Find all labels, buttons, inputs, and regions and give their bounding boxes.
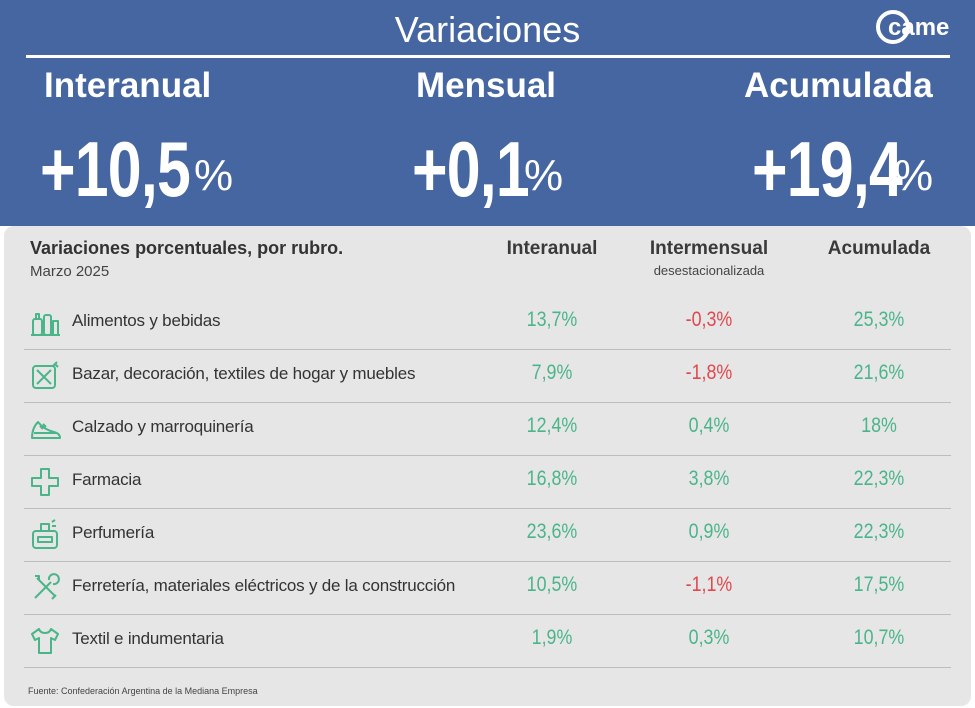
- stat-number: +0,1: [412, 125, 530, 213]
- cell-intermensual: 3,8%: [688, 467, 730, 490]
- logo-lettering: came: [888, 14, 949, 41]
- cell-acumulada: 22,3%: [853, 520, 905, 543]
- stat-interanual: Interanual: [44, 64, 211, 108]
- row-label: Calzado y marroquinería: [72, 417, 254, 436]
- row-divider: [24, 667, 951, 668]
- pharmacy-cross-icon: [31, 468, 59, 496]
- source-note: Fuente: Confederación Argentina de la Me…: [28, 686, 258, 696]
- stat-label: Interanual: [44, 66, 212, 105]
- header-divider: [26, 55, 950, 58]
- tshirt-icon: [31, 628, 59, 654]
- column-header-acumulada: Acumulada: [827, 238, 931, 259]
- stat-mensual: Mensual: [416, 64, 556, 108]
- row-divider: [24, 455, 951, 456]
- shoe-icon: [31, 421, 61, 439]
- cell-acumulada: 10,7%: [853, 626, 905, 649]
- cell-acumulada: 18%: [861, 414, 897, 437]
- table-row: Calzado y marroquinería 12,4% 0,4% 18%: [24, 402, 951, 456]
- stat-label: Mensual: [416, 66, 557, 105]
- cell-intermensual: 0,4%: [688, 414, 730, 437]
- cell-interanual: 23,6%: [526, 520, 578, 543]
- cell-acumulada: 21,6%: [853, 361, 905, 384]
- column-header-intermensual: Intermensual: [649, 238, 769, 259]
- cell-interanual: 1,9%: [531, 626, 573, 649]
- cell-acumulada: 25,3%: [853, 308, 905, 331]
- header-banner: Variaciones came Interanual +10,5 % Mens…: [0, 0, 975, 226]
- table-subtitle: Marzo 2025: [30, 263, 110, 280]
- stat-acumulada: Acumulada: [744, 64, 933, 108]
- table-row: Bazar, decoración, textiles de hogar y m…: [24, 349, 951, 403]
- row-label: Textil e indumentaria: [72, 629, 224, 648]
- row-label: Perfumería: [72, 523, 155, 542]
- row-divider: [24, 402, 951, 403]
- row-divider: [24, 561, 951, 562]
- stat-value-interanual: +10,5 %: [40, 124, 234, 215]
- tools-icon: [34, 573, 60, 600]
- cell-intermensual: -0,3%: [685, 308, 733, 331]
- cell-intermensual: -1,8%: [685, 361, 733, 384]
- column-header-interanual: Interanual: [506, 238, 598, 259]
- cell-interanual: 10,5%: [526, 573, 578, 596]
- table-row: Textil e indumentaria 1,9% 0,3% 10,7%: [24, 614, 951, 668]
- row-divider: [24, 349, 951, 350]
- row-label: Ferretería, materiales eléctricos y de l…: [72, 576, 456, 595]
- header-title: Variaciones: [394, 9, 581, 50]
- stat-number: +10,5: [40, 125, 191, 213]
- table-row: Perfumería 23,6% 0,9% 22,3%: [24, 508, 951, 562]
- row-label: Alimentos y bebidas: [72, 311, 221, 330]
- table-title: Variaciones porcentuales, por rubro.: [30, 238, 344, 258]
- variations-table: Variaciones porcentuales, por rubro. Mar…: [4, 226, 971, 706]
- cell-intermensual: -1,1%: [685, 573, 733, 596]
- table-row: Ferretería, materiales eléctricos y de l…: [24, 561, 951, 615]
- stat-unit: %: [894, 151, 934, 200]
- cell-acumulada: 17,5%: [853, 573, 905, 596]
- cell-interanual: 13,7%: [526, 308, 578, 331]
- row-label: Bazar, decoración, textiles de hogar y m…: [72, 364, 416, 383]
- grocery-icon: [31, 313, 60, 336]
- row-divider: [24, 614, 951, 615]
- cell-interanual: 7,9%: [531, 361, 573, 384]
- came-logo: came: [876, 10, 949, 44]
- row-divider: [24, 508, 951, 509]
- stat-unit: %: [524, 151, 564, 200]
- cell-intermensual: 0,9%: [688, 520, 730, 543]
- row-label: Farmacia: [72, 470, 142, 489]
- table-row: Farmacia 16,8% 3,8% 22,3%: [24, 455, 951, 509]
- table-row: Alimentos y bebidas 13,7% -0,3% 25,3%: [24, 296, 951, 350]
- cell-interanual: 12,4%: [526, 414, 578, 437]
- perfume-icon: [32, 519, 58, 549]
- stat-label: Acumulada: [744, 66, 933, 105]
- column-subheader-desestacionalizada: desestacionalizada: [653, 263, 765, 278]
- cell-acumulada: 22,3%: [853, 467, 905, 490]
- stat-value-mensual: +0,1 %: [412, 124, 564, 215]
- cell-interanual: 16,8%: [526, 467, 578, 490]
- cell-intermensual: 0,3%: [688, 626, 730, 649]
- stat-value-acumulada: +19,4 %: [752, 124, 944, 215]
- home-goods-icon: [32, 361, 59, 389]
- stat-number: +19,4: [752, 125, 903, 213]
- stat-unit: %: [194, 151, 234, 200]
